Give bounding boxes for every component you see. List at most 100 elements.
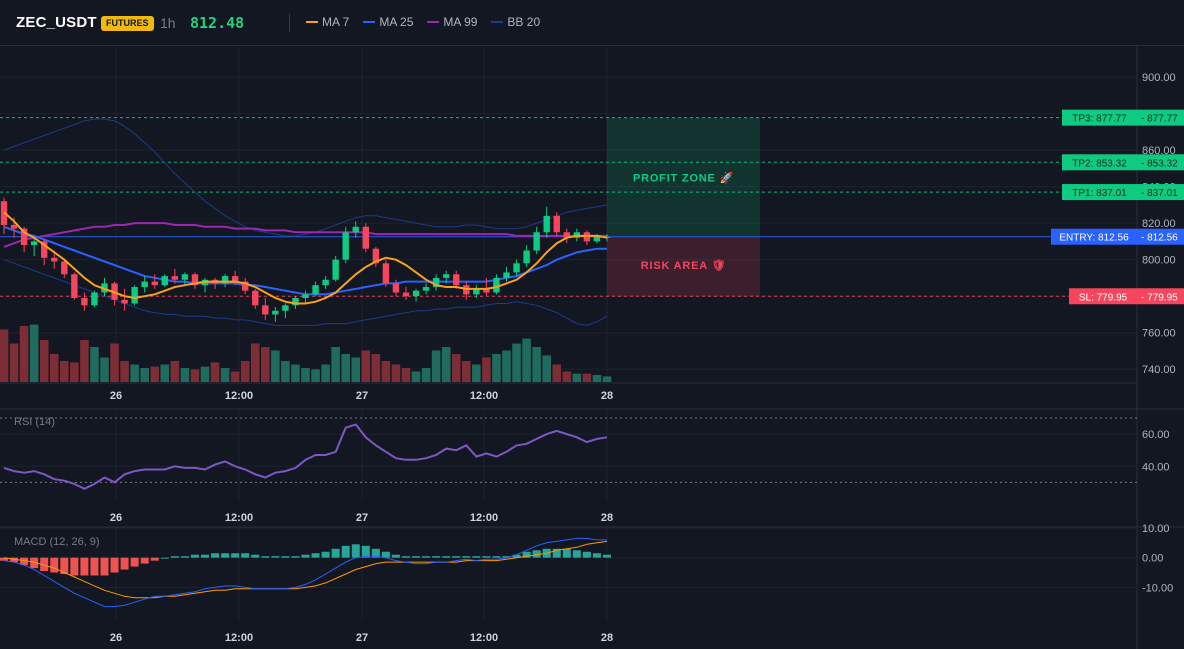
macd-hist-bar — [482, 556, 491, 558]
bb20-swatch-icon — [491, 21, 504, 23]
macd-hist-bar — [442, 556, 451, 558]
candle-body — [402, 292, 410, 297]
sl-axis-label: - 779.95 — [1141, 292, 1178, 303]
candle — [342, 226, 349, 264]
tp1-axis-label: - 837.01 — [1141, 188, 1178, 199]
candle-body — [61, 261, 68, 275]
macd-hist-bar — [150, 557, 159, 561]
macd-hist-bar — [201, 554, 209, 558]
rsi-tick-label: 60.00 — [1142, 429, 1170, 441]
candle-body — [412, 290, 420, 297]
macd-hist-bar — [40, 557, 49, 572]
symbol-title[interactable]: ZEC_USDT — [16, 14, 97, 31]
macd-hist-bar — [170, 556, 179, 558]
volume-bar — [532, 347, 541, 382]
volume-bar — [120, 361, 129, 382]
candle-body — [553, 215, 560, 233]
volume-bar — [240, 361, 250, 382]
candle-body — [292, 298, 299, 306]
macd-hist-bar — [402, 556, 410, 558]
candle — [302, 290, 309, 304]
volume-bar — [190, 369, 200, 382]
ma7-swatch-icon — [306, 21, 318, 23]
candle-body — [453, 274, 460, 286]
time-tick-label: 27 — [356, 512, 368, 524]
candle — [432, 274, 440, 291]
candle-body — [593, 235, 601, 242]
time-tick-label: 12:00 — [470, 512, 498, 524]
volume-bar — [130, 364, 139, 382]
volume-bar — [200, 366, 210, 382]
tp2-axis-label: - 853.32 — [1141, 158, 1178, 169]
candle — [51, 250, 58, 269]
candle — [543, 206, 550, 238]
candle — [332, 256, 339, 282]
volume-bar — [250, 343, 260, 382]
candle-body — [362, 226, 369, 249]
macd-hist-bar — [90, 557, 99, 576]
time-tick-label: 12:00 — [225, 390, 253, 402]
macd-hist-bar — [20, 557, 29, 566]
macd-hist-bar — [291, 556, 300, 558]
macd-hist-bar — [80, 557, 89, 576]
volume-bar — [160, 364, 170, 382]
candle — [503, 266, 510, 282]
candle-body — [523, 250, 530, 264]
volume-bar — [512, 343, 521, 382]
tp3-tag-box — [1062, 109, 1137, 126]
profit-zone-box — [607, 117, 760, 237]
candle-body — [41, 241, 48, 258]
interval-label[interactable]: 1h — [160, 15, 176, 31]
candle-body — [322, 279, 329, 286]
legend-ma25[interactable]: MA 25 — [363, 15, 413, 29]
macd-hist-bar — [522, 551, 531, 558]
candle — [493, 274, 500, 295]
macd-hist-bar — [592, 553, 601, 558]
candle — [362, 223, 369, 253]
ma99-swatch-icon — [427, 21, 440, 23]
legend-bb20-label: BB 20 — [507, 15, 541, 29]
time-tick-label: 26 — [110, 632, 122, 644]
legend-bb20[interactable]: BB 20 — [491, 15, 540, 29]
tp1-tag: TP1: 837.01 - 837.01 — [1062, 184, 1184, 201]
macd-line — [3, 537, 607, 608]
volume-bar — [351, 357, 361, 382]
candle-body — [302, 294, 309, 298]
macd-tick-label: 10.00 — [1142, 523, 1170, 535]
candle-body — [30, 241, 38, 246]
macd-hist-bar — [452, 556, 461, 558]
volume-bar — [482, 357, 491, 382]
macd-hist-bar — [0, 557, 8, 561]
candle-body — [342, 232, 349, 260]
candle-body — [91, 292, 98, 306]
time-tick-label: 12:00 — [470, 632, 498, 644]
tp2-tag-label: TP2: 853.32 — [1072, 158, 1127, 169]
candle-body — [81, 298, 88, 306]
legend-ma7[interactable]: MA 7 — [306, 15, 349, 29]
risk-area-label: RISK AREA 🛡 — [641, 259, 727, 272]
macd-hist-bar — [532, 550, 541, 558]
legend-ma99[interactable]: MA 99 — [427, 15, 477, 29]
macd-hist-bar — [351, 544, 360, 558]
macd-hist-bar — [301, 554, 310, 558]
candle — [262, 298, 269, 320]
volume-bar — [421, 368, 431, 382]
candle — [453, 270, 460, 289]
time-tick-label: 27 — [356, 632, 368, 644]
macd-hist-bar — [492, 556, 501, 558]
volume-bar — [602, 376, 612, 382]
macd-hist-bar — [582, 551, 591, 558]
candle — [30, 237, 38, 256]
macd-hist-bar — [60, 557, 69, 574]
candle — [282, 303, 289, 319]
candles — [0, 197, 611, 322]
candle — [412, 288, 420, 302]
candle — [483, 277, 490, 297]
header-divider — [289, 14, 290, 32]
time-tick-label: 12:00 — [225, 632, 253, 644]
volume-bar — [411, 371, 421, 382]
legend-ma7-label: MA 7 — [322, 15, 350, 29]
candle-body — [282, 305, 289, 311]
volume-bar — [140, 368, 149, 382]
